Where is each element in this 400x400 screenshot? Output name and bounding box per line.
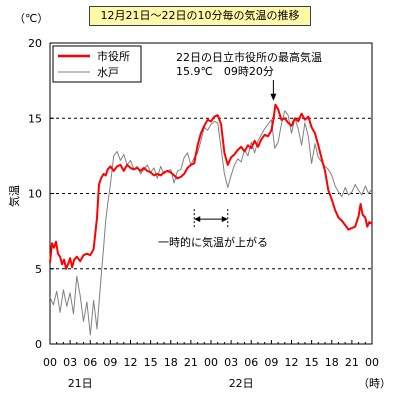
max-temp-annotation-line1: 22日の日立市役所の最高気温: [176, 50, 322, 64]
max-temp-annotation-line2: 15.9℃ 09時20分: [176, 65, 274, 78]
x-tick-label: 00: [204, 356, 218, 369]
x-tick-label: 15: [144, 356, 158, 369]
x-tick-label: 09: [103, 356, 117, 369]
x-tick-label: 21: [184, 356, 198, 369]
chart-title: 12月21日～22日の10分毎の気温の推移: [89, 6, 311, 26]
y-tick-label: 20: [28, 37, 42, 50]
day-label: 21日: [68, 377, 93, 390]
x-tick-label: 03: [63, 356, 77, 369]
y-tick-labels: 0 5 10 15 20: [28, 37, 42, 351]
y-tick-label: 5: [35, 263, 42, 276]
x-tick-label: 00: [365, 356, 379, 369]
x-tick-label: 06: [244, 356, 258, 369]
x-tick-label: 03: [224, 356, 238, 369]
legend-label: 水戸: [97, 66, 119, 79]
x-tick-label: 00: [43, 356, 57, 369]
legend-box: [52, 45, 142, 83]
max-temp-arrow-head: [270, 93, 277, 101]
series-layer: [49, 103, 373, 336]
x-tick-labels: 00 03 06 09 12 15 18 21 00 03 06 09 12 15 18 21 00: [43, 356, 379, 369]
legend-label: 市役所: [97, 49, 130, 63]
series-line-mito: [49, 110, 373, 336]
y-tick-label: 0: [35, 338, 42, 351]
x-tick-label: 09: [264, 356, 278, 369]
y-axis-label: 気温: [7, 185, 21, 207]
span-arrow-left-head: [194, 216, 201, 223]
x-tick-label: 12: [124, 356, 138, 369]
y-tick-label: 15: [28, 112, 42, 125]
temporary-rise-annotation: 一時的に気温が上がる: [158, 235, 268, 249]
series-line-city-hall: [49, 103, 373, 270]
x-unit-label: （時）: [358, 377, 391, 390]
x-tick-label: 06: [83, 356, 97, 369]
x-tick-label: 21: [345, 356, 359, 369]
y-unit-label: （℃）: [14, 12, 48, 25]
x-tick-label: 18: [164, 356, 178, 369]
day-labels: 21日 22日: [68, 377, 254, 390]
day-label: 22日: [229, 377, 254, 390]
plot-frame: [49, 42, 373, 345]
span-arrow-right-head: [221, 216, 228, 223]
x-tick-label: 12: [285, 356, 299, 369]
y-tick-label: 10: [28, 188, 42, 201]
x-tick-label: 18: [325, 356, 339, 369]
x-tick-label: 15: [305, 356, 319, 369]
